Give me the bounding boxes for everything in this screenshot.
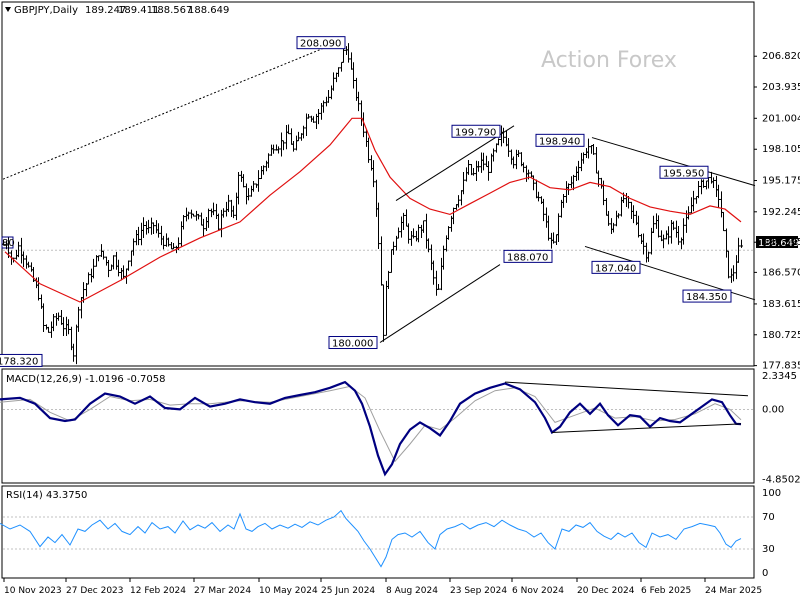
price-axis-label: 206.820 xyxy=(762,51,800,62)
date-axis-label: 12 Feb 2024 xyxy=(130,586,186,596)
current-price-tag xyxy=(756,236,798,248)
price-axis-label: 180.725 xyxy=(762,330,800,341)
macd-axis-label: 2.3345 xyxy=(762,371,797,382)
price-axis-label: 192.245 xyxy=(762,207,800,218)
rsi-panel-frame xyxy=(1,485,755,579)
date-axis-label: 6 Nov 2024 xyxy=(512,586,564,596)
price-level-label: 199.790 xyxy=(455,127,496,138)
date-axis-label: 27 Mar 2024 xyxy=(194,586,251,596)
trendline[interactable] xyxy=(591,137,756,187)
date-axis-label: 20 Dec 2024 xyxy=(577,586,635,596)
ohlc-low: 188.567 xyxy=(151,5,192,16)
price-level-label: 187.040 xyxy=(595,263,636,274)
macd-trendline[interactable] xyxy=(551,423,742,433)
macd-signal-line xyxy=(0,385,742,463)
ohlc-close: 188.649 xyxy=(188,5,229,16)
date-axis-label: 6 Feb 2025 xyxy=(641,586,691,596)
price-axis-label: 186.570 xyxy=(762,267,800,278)
rsi-axis-label: 0 xyxy=(762,568,768,579)
macd-axis-label: -4.8502 xyxy=(762,474,800,485)
macd-trendline[interactable] xyxy=(504,381,749,397)
price-level-label: 184.350 xyxy=(686,292,727,303)
watermark: Action Forex xyxy=(541,48,677,73)
macd-line xyxy=(0,380,742,477)
date-axis-label: 23 Sep 2024 xyxy=(450,586,507,596)
rsi-axis-label: 70 xyxy=(762,512,775,523)
trendline[interactable] xyxy=(2,41,341,180)
date-axis-label: 27 Dec 2023 xyxy=(66,586,124,596)
price-axis-label: 195.175 xyxy=(762,176,800,187)
price-axis-label: 189.395 xyxy=(762,237,800,248)
price-level-label: 208.090 xyxy=(300,39,341,50)
rsi-axis-label: 100 xyxy=(762,488,781,499)
ohlc-high: 189.411 xyxy=(118,5,159,16)
left-cut-label-box xyxy=(1,236,14,249)
price-axis-label: 183.615 xyxy=(762,299,800,310)
trendline[interactable] xyxy=(379,264,501,343)
date-axis-label: 24 Mar 2025 xyxy=(705,586,762,596)
rsi-axis-label: 30 xyxy=(762,544,775,555)
ohlc-open: 189.247 xyxy=(85,5,126,16)
rsi-line xyxy=(0,509,742,568)
price-axis-label: 201.004 xyxy=(762,113,800,124)
macd-panel-frame xyxy=(1,368,755,484)
macd-title: MACD(12,26,9) -1.0196 -0.7058 xyxy=(6,374,166,385)
date-axis-label: 25 Jun 2024 xyxy=(321,586,375,596)
moving-average-line xyxy=(4,117,742,303)
price-level-label: 180.000 xyxy=(332,339,373,350)
date-axis-label: 10 May 2024 xyxy=(259,586,318,596)
macd-axis-label: 0.00 xyxy=(762,404,784,415)
price-axis-label: 177.835 xyxy=(762,361,800,372)
rsi-title: RSI(14) 43.3750 xyxy=(6,490,87,501)
date-axis-label: 10 Nov 2023 xyxy=(4,586,62,596)
price-level-label: 188.070 xyxy=(507,252,548,263)
main-panel-frame xyxy=(1,1,755,367)
price-level-label: 198.940 xyxy=(539,136,580,147)
trendline[interactable] xyxy=(395,125,515,201)
current-price-label: 188.649 xyxy=(758,238,799,249)
price-level-label: 178.320 xyxy=(0,356,38,367)
main-chart-title: GBPJPY,Daily xyxy=(14,5,78,16)
price-level-label: 195.950 xyxy=(663,168,704,179)
triangle-down-icon[interactable] xyxy=(5,7,11,12)
price-axis-label: 203.935 xyxy=(762,82,800,93)
date-axis-label: 8 Aug 2024 xyxy=(386,586,438,596)
price-axis-label: 198.105 xyxy=(762,144,800,155)
